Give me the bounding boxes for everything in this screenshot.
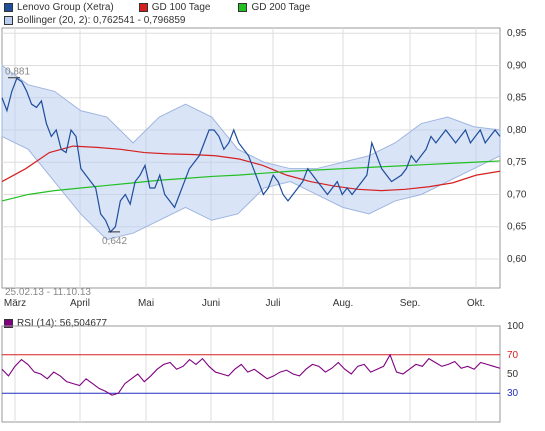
price-panel-border [1, 27, 501, 289]
rsi-line [1, 353, 501, 396]
y-tick-label: 0,80 [507, 125, 527, 136]
legend-lenovo-label: Lenovo Group (Xetra) [17, 1, 114, 13]
date-range-label: 25.02.13 - 11.10.13 [5, 287, 91, 298]
x-tick-label: Juni [202, 298, 220, 309]
high-label: 0,881 [5, 67, 30, 78]
x-tick-label: Okt. [467, 298, 485, 309]
y-tick-label: 0,70 [507, 189, 527, 200]
rsi-y-tick-label: 100 [507, 321, 524, 332]
gd200-swatch [238, 2, 248, 12]
y-tick-label: 0,65 [507, 222, 527, 233]
low-label: 0,642 [102, 236, 127, 247]
lenovo-price-line [1, 77, 501, 233]
y-tick-label: 0,85 [507, 93, 527, 104]
rsi-y-tick-label: 30 [507, 388, 519, 399]
gd100-swatch [138, 2, 148, 12]
legend-rsi: RSI (14): 56,504677 [0, 316, 107, 330]
legend-row-1: Lenovo Group (Xetra) GD 100 Tage GD 200 … [0, 0, 310, 14]
y-tick-label: 0,60 [507, 254, 527, 265]
legend-rsi-label: RSI (14): 56,504677 [17, 317, 108, 329]
rsi-panel-border [1, 325, 501, 423]
y-tick-label: 0,75 [507, 157, 527, 168]
bollinger-band [1, 64, 501, 241]
x-tick-label: März [4, 298, 26, 309]
bollinger-swatch [4, 15, 13, 25]
legend-gd100-label: GD 100 Tage [151, 1, 211, 13]
y-tick-label: 0,90 [507, 60, 527, 71]
legend-row-2: Bollinger (20, 2): 0,762541 - 0,796859 [0, 13, 185, 27]
rsi-swatch [4, 318, 13, 328]
legend-gd200-label: GD 200 Tage [251, 1, 311, 13]
legend-bollinger-label: Bollinger (20, 2): 0,762541 - 0,796859 [17, 14, 186, 26]
rsi-y-tick-label: 50 [507, 369, 519, 380]
x-tick-label: Sep. [400, 298, 421, 309]
y-tick-label: 0,95 [507, 28, 527, 39]
x-tick-label: Aug. [333, 298, 354, 309]
gd200-line [1, 160, 501, 202]
x-tick-label: Juli [265, 298, 280, 309]
x-tick-label: Mai [138, 298, 154, 309]
rsi-y-tick-label: 70 [507, 350, 519, 361]
x-tick-label: April [70, 298, 90, 309]
lenovo-swatch [4, 2, 13, 12]
